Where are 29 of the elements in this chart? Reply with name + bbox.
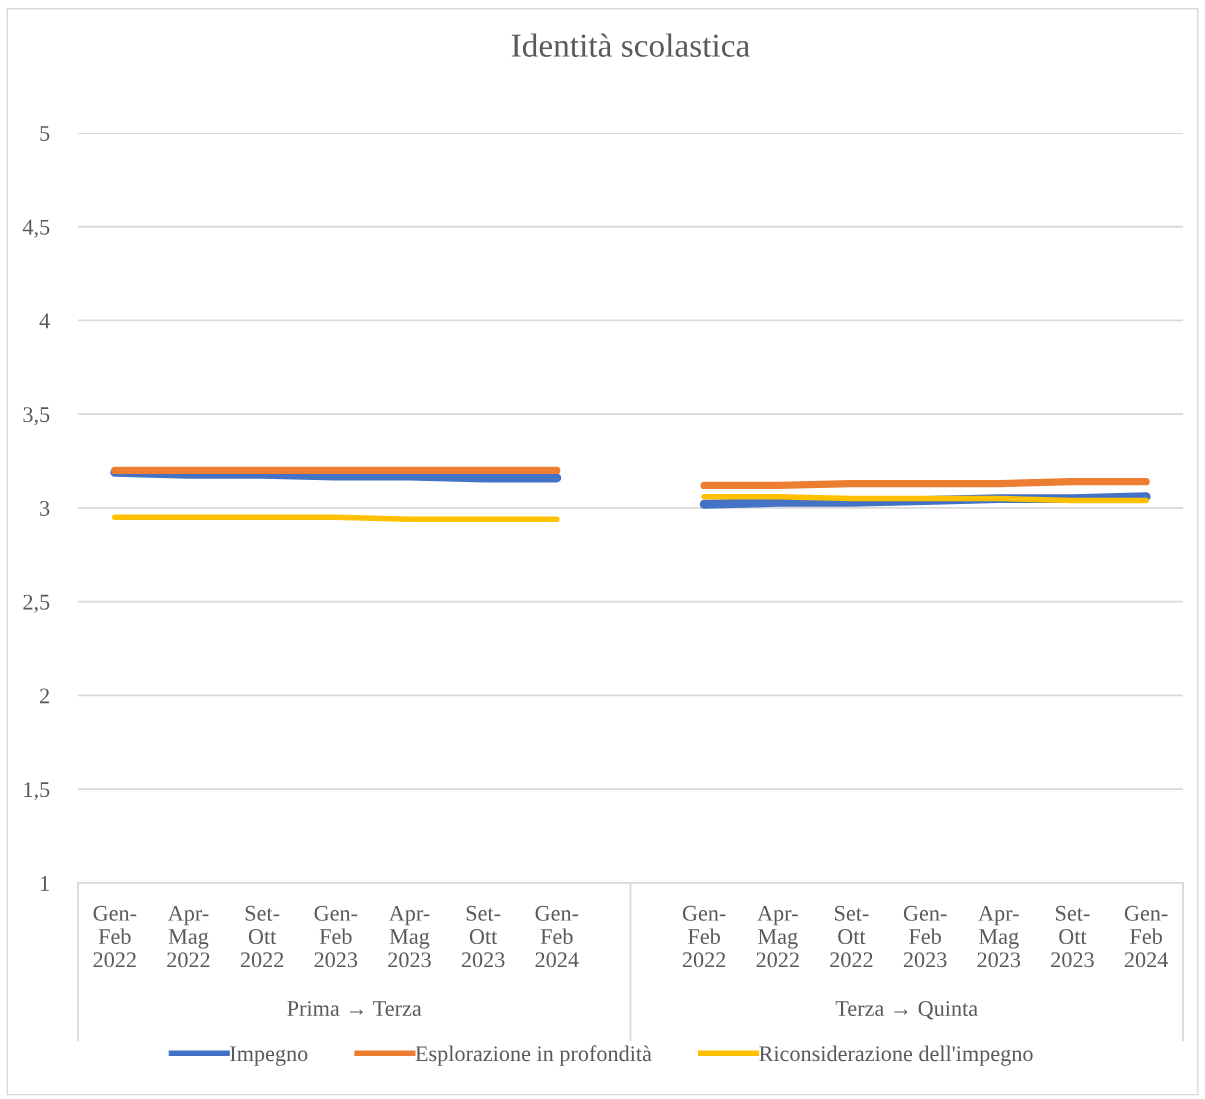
x-tick-label: Gen- Feb 2022 (93, 905, 137, 968)
x-tick-label: Apr- Mag 2023 (388, 905, 431, 968)
y-tick-label: 1,5 (24, 782, 50, 801)
x-tick-label: Gen- Feb 2023 (903, 905, 947, 968)
x-tick-label: Set- Ott 2022 (830, 905, 873, 968)
y-tick-label: 3 (40, 500, 50, 516)
legend-label: Impegno (230, 1046, 308, 1066)
x-tick-label: Gen- Feb 2023 (314, 905, 358, 968)
y-tick-label: 2,5 (23, 594, 50, 613)
x-tick-label: Gen- Feb 2024 (535, 905, 579, 968)
x-tick-label: Set- Ott 2023 (461, 905, 505, 968)
legend-label: Riconsiderazione dell'impegno (759, 1045, 1033, 1066)
x-tick-label: Set- Ott 2022 (240, 905, 284, 968)
text: Prima → Terza (287, 1001, 422, 1016)
y-tick-label: 3,5 (23, 407, 50, 426)
text: Terza → Quinta (835, 1001, 978, 1020)
y-tick-label: 4 (39, 313, 50, 329)
x-tick-label: Gen- Feb 2022 (682, 905, 726, 968)
y-tick-label: 2 (40, 688, 49, 704)
y-tick-label: 4,5 (22, 219, 50, 238)
x-tick-label: Gen- Feb 2024 (1124, 905, 1168, 968)
chart-title: Identità scolastica (511, 33, 750, 57)
x-tick-label: Apr- Mag 2022 (756, 905, 799, 968)
y-tick-label: 5 (40, 126, 50, 141)
legend-label: Esplorazione in profondità (415, 1045, 652, 1066)
x-tick-label: Set- Ott 2023 (1051, 905, 1094, 968)
x-tick-label: Apr- Mag 2022 (167, 905, 210, 968)
y-tick-label: 1 (41, 875, 49, 891)
x-tick-label: Apr- Mag 2023 (977, 905, 1021, 968)
